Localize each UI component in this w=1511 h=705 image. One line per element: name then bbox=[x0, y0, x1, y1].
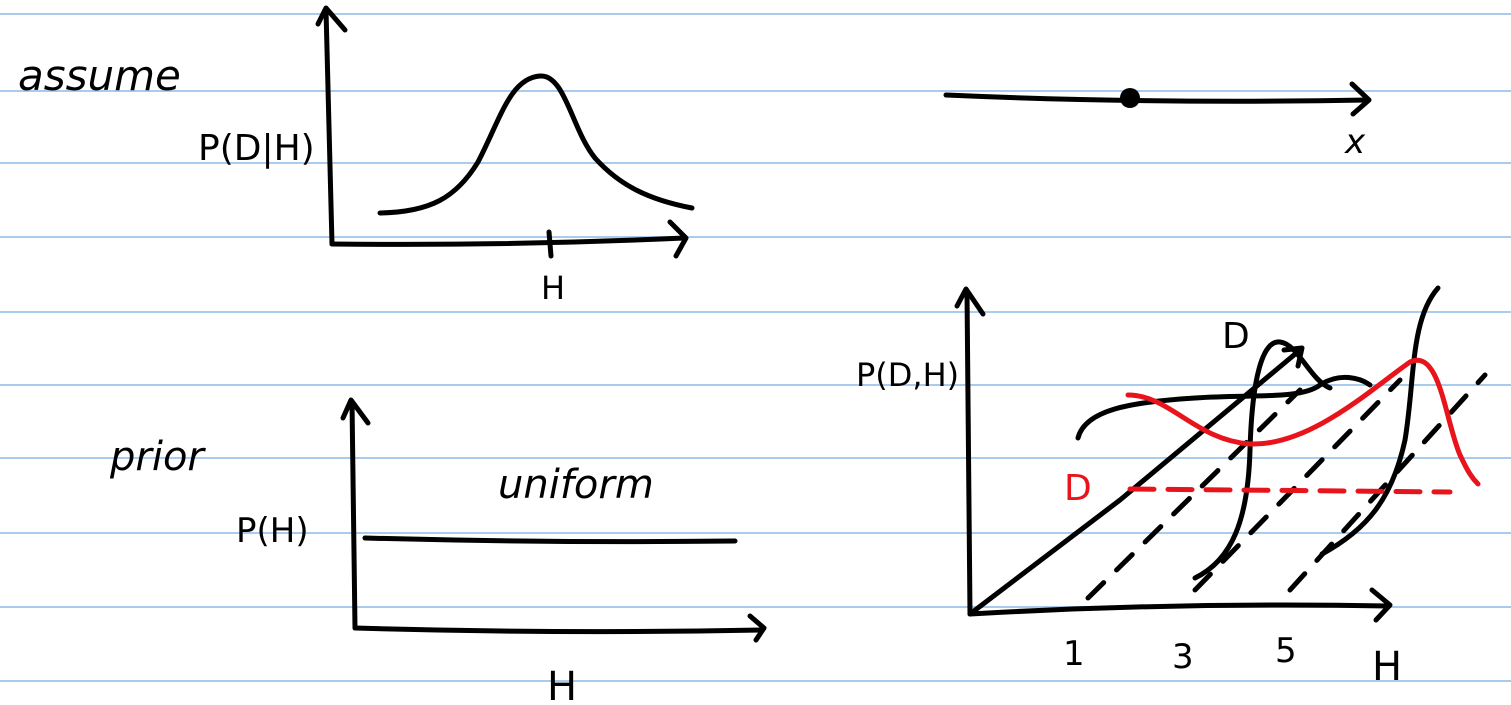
joint-red-curve bbox=[1125, 357, 1481, 487]
number-line: x bbox=[943, 81, 1372, 162]
likelihood-xlabel: H bbox=[541, 269, 565, 307]
number-line-axis bbox=[943, 92, 1371, 104]
prior-ylabel: P(H) bbox=[236, 511, 309, 551]
prior-y-axis bbox=[349, 399, 358, 631]
joint-d-label-red: D bbox=[1064, 468, 1092, 509]
joint-tick-1: 1 bbox=[1063, 634, 1085, 674]
prior-xlabel: H bbox=[547, 664, 577, 705]
prior-x-axis bbox=[352, 625, 765, 635]
joint-curve-back bbox=[1075, 374, 1373, 441]
joint-tick-3: 3 bbox=[1172, 637, 1194, 677]
prior-annotation: uniform bbox=[498, 462, 654, 508]
likelihood-ylabel: P(D|H) bbox=[198, 128, 315, 169]
joint-y-arrowhead bbox=[954, 286, 986, 317]
likelihood-x-arrowhead bbox=[667, 219, 689, 259]
likelihood-plot: P(D|H) H bbox=[198, 5, 695, 307]
number-line-label: x bbox=[1344, 122, 1366, 162]
joint-dashed-guide-5 bbox=[1287, 372, 1488, 593]
joint-ylabel: P(D,H) bbox=[856, 356, 959, 394]
joint-dashed-guide-1 bbox=[1085, 387, 1303, 601]
joint-tick-5: 5 bbox=[1275, 631, 1297, 671]
likelihood-bell-curve bbox=[377, 73, 695, 216]
joint-red-dashed-line bbox=[1127, 486, 1453, 495]
number-line-arrowhead bbox=[1349, 81, 1372, 117]
joint-depth-axis bbox=[967, 347, 1303, 617]
joint-x-arrowhead bbox=[1369, 587, 1393, 623]
joint-xlabel: H bbox=[1372, 644, 1402, 690]
prior-plot: P(H) uniform H bbox=[236, 397, 767, 705]
likelihood-y-arrowhead bbox=[315, 5, 348, 33]
likelihood-x-axis bbox=[329, 235, 687, 247]
joint-d-label-black: D bbox=[1222, 316, 1250, 357]
joint-dashed-guide-3 bbox=[1192, 377, 1403, 593]
data-point bbox=[1120, 88, 1140, 108]
ruled-lines bbox=[0, 13, 1511, 682]
prior-label: prior bbox=[109, 434, 206, 480]
prior-x-arrowhead bbox=[747, 613, 767, 643]
joint-x-axis bbox=[967, 602, 1391, 617]
likelihood-y-axis bbox=[323, 7, 335, 247]
joint-curve-slice-3 bbox=[1192, 339, 1333, 581]
joint-curve-slice-5 bbox=[1319, 285, 1441, 557]
assume-label: assume bbox=[18, 51, 181, 100]
joint-plot: P(D,H) D D 1 3 5 H bbox=[856, 285, 1488, 690]
joint-y-axis bbox=[964, 289, 973, 617]
likelihood-peak-tick bbox=[546, 229, 554, 259]
prior-uniform-line bbox=[362, 535, 738, 545]
prior-y-arrowhead bbox=[340, 397, 371, 426]
